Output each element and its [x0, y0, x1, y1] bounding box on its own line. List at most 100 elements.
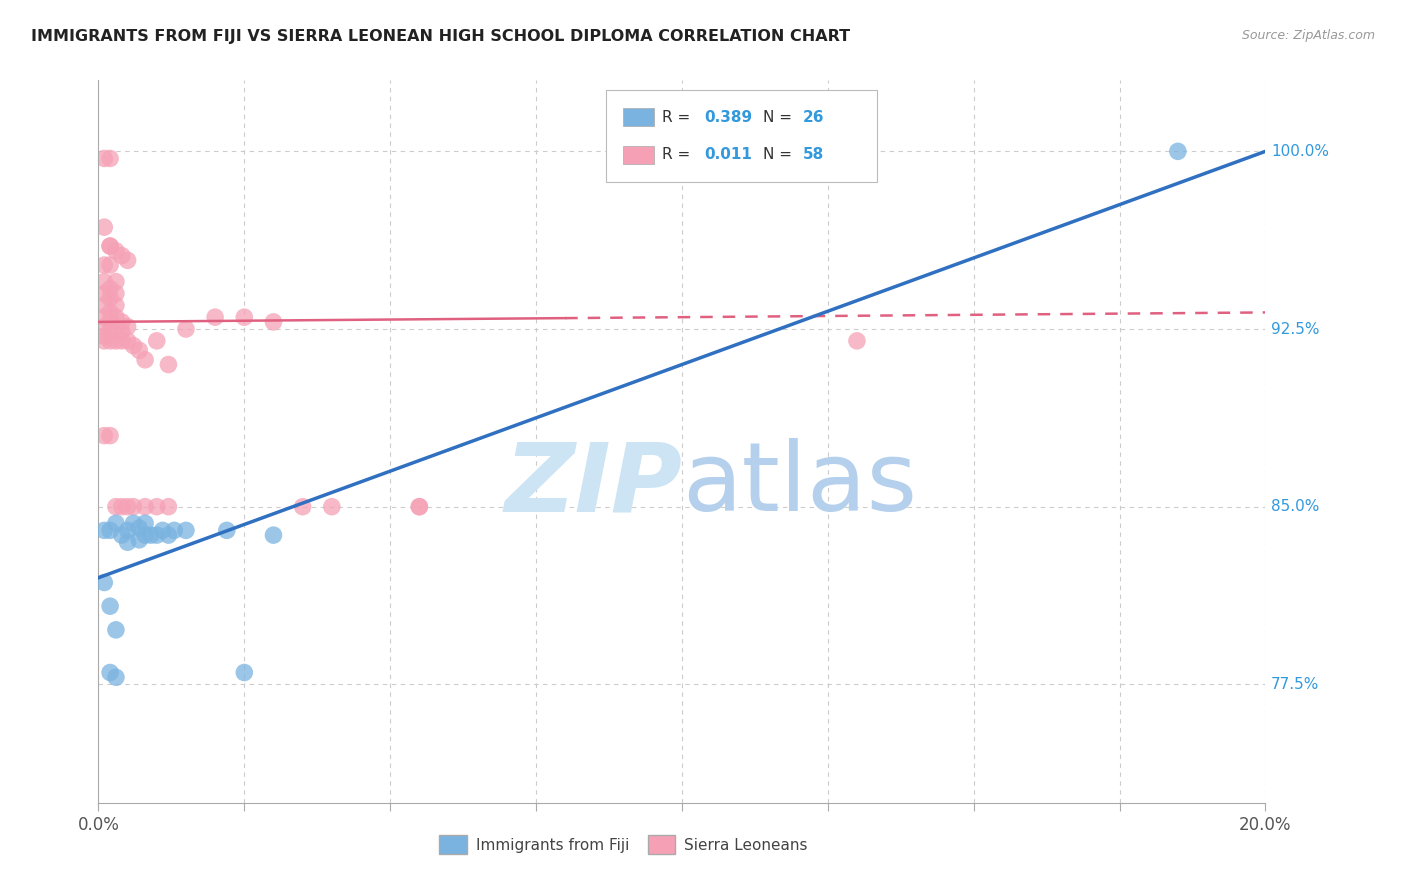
- Point: [204, 310, 226, 325]
- Point: [146, 500, 169, 514]
- Point: [98, 315, 121, 329]
- Text: 100.0%: 100.0%: [1271, 144, 1329, 159]
- Point: [98, 282, 121, 296]
- Point: [122, 516, 145, 531]
- Point: [98, 334, 121, 348]
- Point: [98, 152, 121, 166]
- Point: [104, 244, 127, 258]
- Point: [134, 500, 156, 514]
- Point: [98, 239, 121, 253]
- Point: [157, 358, 180, 372]
- Point: [117, 524, 139, 538]
- Point: [98, 258, 121, 272]
- Point: [93, 152, 115, 166]
- Point: [104, 670, 127, 684]
- Point: [157, 500, 180, 514]
- Point: [146, 528, 169, 542]
- Text: R =: R =: [662, 147, 696, 162]
- Point: [117, 334, 139, 348]
- Point: [98, 665, 121, 680]
- Point: [174, 322, 197, 336]
- Point: [128, 521, 150, 535]
- Point: [104, 310, 127, 325]
- Point: [117, 535, 139, 549]
- Point: [117, 319, 139, 334]
- Point: [174, 524, 197, 538]
- Text: N =: N =: [763, 147, 797, 162]
- Point: [104, 275, 127, 289]
- Point: [233, 310, 256, 325]
- Point: [152, 524, 174, 538]
- Point: [408, 500, 430, 514]
- Text: IMMIGRANTS FROM FIJI VS SIERRA LEONEAN HIGH SCHOOL DIPLOMA CORRELATION CHART: IMMIGRANTS FROM FIJI VS SIERRA LEONEAN H…: [31, 29, 851, 44]
- Text: atlas: atlas: [682, 438, 917, 532]
- Point: [111, 325, 134, 339]
- Point: [93, 310, 115, 325]
- Point: [93, 286, 115, 301]
- Point: [98, 599, 121, 614]
- Point: [98, 291, 121, 305]
- Point: [93, 319, 115, 334]
- Point: [93, 258, 115, 272]
- Point: [104, 298, 127, 312]
- Text: N =: N =: [763, 110, 797, 125]
- Point: [846, 334, 869, 348]
- Point: [408, 500, 430, 514]
- Text: Source: ZipAtlas.com: Source: ZipAtlas.com: [1241, 29, 1375, 42]
- Text: 58: 58: [803, 147, 824, 162]
- Text: 0.011: 0.011: [704, 147, 752, 162]
- Point: [291, 500, 314, 514]
- Point: [93, 428, 115, 442]
- Point: [262, 315, 284, 329]
- Point: [128, 343, 150, 358]
- Point: [104, 319, 127, 334]
- Point: [93, 334, 115, 348]
- Point: [215, 524, 238, 538]
- Point: [93, 275, 115, 289]
- Point: [98, 239, 121, 253]
- Text: 92.5%: 92.5%: [1271, 321, 1320, 336]
- Point: [98, 428, 121, 442]
- Point: [321, 500, 343, 514]
- Point: [104, 500, 127, 514]
- Point: [104, 516, 127, 531]
- Point: [98, 325, 121, 339]
- Point: [111, 500, 134, 514]
- Point: [163, 524, 186, 538]
- Point: [134, 352, 156, 367]
- Text: R =: R =: [662, 110, 696, 125]
- Point: [139, 528, 162, 542]
- Point: [111, 334, 134, 348]
- Point: [98, 524, 121, 538]
- Point: [111, 528, 134, 542]
- Point: [157, 528, 180, 542]
- Point: [104, 623, 127, 637]
- Text: 26: 26: [803, 110, 824, 125]
- Text: 0.389: 0.389: [704, 110, 752, 125]
- Point: [93, 575, 115, 590]
- Text: 77.5%: 77.5%: [1271, 677, 1320, 692]
- Text: 85.0%: 85.0%: [1271, 500, 1320, 514]
- Point: [104, 286, 127, 301]
- Point: [111, 315, 134, 329]
- Point: [233, 665, 256, 680]
- Point: [262, 528, 284, 542]
- Point: [93, 524, 115, 538]
- Point: [111, 249, 134, 263]
- Point: [122, 338, 145, 352]
- Point: [117, 500, 139, 514]
- Point: [93, 329, 115, 343]
- Point: [98, 305, 121, 319]
- Point: [134, 528, 156, 542]
- Point: [134, 516, 156, 531]
- Point: [1167, 145, 1189, 159]
- Point: [146, 334, 169, 348]
- Point: [93, 220, 115, 235]
- Text: ZIP: ZIP: [503, 438, 682, 532]
- Point: [117, 253, 139, 268]
- Legend: Immigrants from Fiji, Sierra Leoneans: Immigrants from Fiji, Sierra Leoneans: [433, 830, 814, 860]
- Point: [122, 500, 145, 514]
- Point: [104, 334, 127, 348]
- Point: [93, 298, 115, 312]
- Point: [128, 533, 150, 547]
